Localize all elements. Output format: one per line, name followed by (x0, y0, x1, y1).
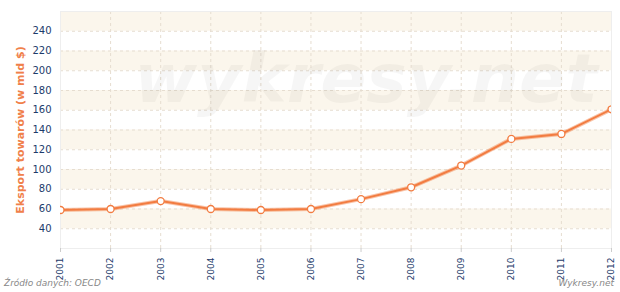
svg-text:Eksport towarów (w mld $): Eksport towarów (w mld $) (14, 46, 27, 213)
svg-text:60: 60 (39, 203, 52, 214)
svg-text:220: 220 (32, 45, 51, 56)
svg-text:2002: 2002 (105, 258, 115, 281)
svg-text:180: 180 (32, 85, 51, 96)
svg-text:2008: 2008 (406, 257, 416, 280)
svg-text:2009: 2009 (456, 257, 466, 280)
svg-text:2006: 2006 (306, 257, 316, 280)
svg-text:40: 40 (39, 223, 52, 234)
svg-text:2012: 2012 (606, 258, 616, 281)
svg-text:120: 120 (32, 144, 51, 155)
svg-text:200: 200 (32, 65, 51, 76)
html-text:Wykresy.net: Wykresy.net (558, 278, 614, 288)
svg-text:2003: 2003 (156, 258, 166, 281)
svg-text:240: 240 (32, 25, 51, 36)
svg-text:2010: 2010 (506, 257, 516, 280)
svg-text:2001: 2001 (55, 258, 65, 281)
svg-text:140: 140 (32, 124, 51, 135)
svg-text:wykresy.net: wykresy.net (134, 39, 600, 118)
svg-text:2005: 2005 (256, 258, 266, 281)
svg-text:2004: 2004 (206, 257, 216, 280)
svg-text:80: 80 (39, 183, 52, 194)
svg-text:100: 100 (32, 164, 51, 175)
svg-text:2007: 2007 (356, 258, 366, 281)
svg-text:160: 160 (32, 104, 51, 115)
html-text:Źródło danych: OECD: Źródło danych: OECD (4, 278, 101, 288)
svg-text:2011: 2011 (556, 258, 566, 281)
